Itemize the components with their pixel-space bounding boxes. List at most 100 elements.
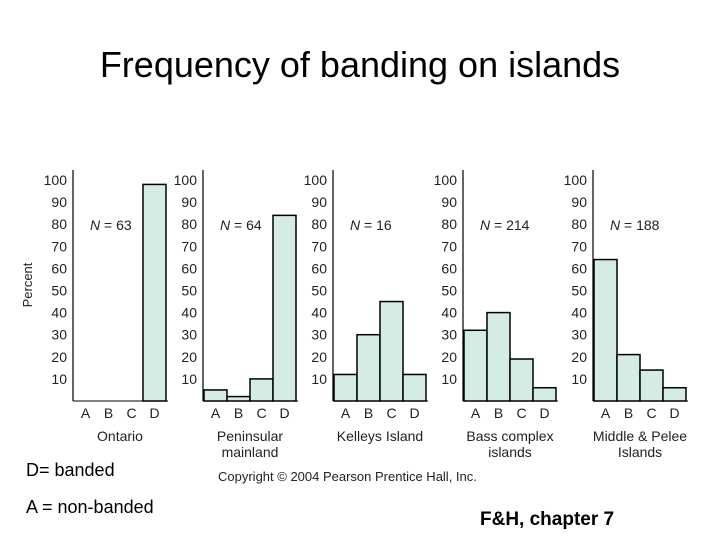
- panel-2-xtick-A: A: [211, 405, 221, 421]
- panel-5-ytick-80: 80: [571, 216, 587, 232]
- panel-4-label-line-2: islands: [488, 444, 532, 460]
- panel-1-ytick-60: 60: [51, 260, 67, 276]
- panel-1-ytick-70: 70: [51, 238, 67, 254]
- panel-1-ytick-100: 100: [44, 172, 68, 188]
- panel-2-ytick-10: 10: [181, 371, 197, 387]
- panel-3-ytick-90: 90: [311, 194, 327, 210]
- panel-4-ytick-70: 70: [441, 238, 457, 254]
- panel-4-ytick-80: 80: [441, 216, 457, 232]
- panel-4-ytick-10: 10: [441, 371, 457, 387]
- panel-2-ytick-60: 60: [181, 260, 197, 276]
- panel-1-ytick-20: 20: [51, 349, 67, 365]
- panel-2-bar-B: [226, 395, 251, 402]
- panel-2-ytick-70: 70: [181, 238, 197, 254]
- panel-3-xtick-C: C: [386, 405, 396, 421]
- panel-2-ytick-40: 40: [181, 305, 197, 321]
- panel-3-xtick-A: A: [341, 405, 351, 421]
- panel-2-label-line-1: Peninsular: [217, 428, 283, 444]
- panel-5-ytick-40: 40: [571, 305, 587, 321]
- panel-5-xtick-A: A: [601, 405, 611, 421]
- panel-4-ytick-90: 90: [441, 194, 457, 210]
- panel-3-ytick-80: 80: [311, 216, 327, 232]
- note-nonbanded: A = non-banded: [26, 497, 154, 517]
- panel-5-bar-C: [639, 369, 664, 402]
- slide-title: Frequency of banding on islands: [99, 44, 621, 85]
- panel-5-bar-B: [616, 353, 641, 402]
- panel-3-bar-D: [402, 373, 427, 402]
- panel-4-xtick-A: A: [471, 405, 481, 421]
- panel-4-n-label: N = 214: [480, 217, 530, 233]
- panel-3-ytick-70: 70: [311, 238, 327, 254]
- panel-4-xtick-C: C: [516, 405, 526, 421]
- panel-2-bar-D: [272, 214, 297, 402]
- panel-4-bar-C: [509, 358, 534, 402]
- panel-4-ytick-50: 50: [441, 283, 457, 299]
- panel-2-label-line-2: mainland: [222, 444, 279, 460]
- panel-2-xtick-D: D: [279, 405, 289, 421]
- panel-2-bar-C: [249, 378, 274, 402]
- panel-5-xtick-B: B: [624, 405, 633, 421]
- panel-1-bar-D: [142, 183, 167, 402]
- panel-3-ytick-50: 50: [311, 283, 327, 299]
- panel-3-ytick-30: 30: [311, 327, 327, 343]
- panel-4-xtick-D: D: [539, 405, 549, 421]
- panel-1-xtick-D: D: [149, 405, 159, 421]
- panel-5-ytick-90: 90: [571, 194, 587, 210]
- panel-5-xtick-D: D: [669, 405, 679, 421]
- panel-1-xtick-B: B: [104, 405, 113, 421]
- panel-1-ytick-30: 30: [51, 327, 67, 343]
- copyright-notice: Copyright © 2004 Pearson Prentice Hall, …: [218, 469, 477, 484]
- panel-3-ytick-20: 20: [311, 349, 327, 365]
- panel-2-ytick-50: 50: [181, 283, 197, 299]
- panel-2-bar-A: [203, 389, 228, 402]
- note-banded: D= banded: [26, 460, 115, 480]
- panel-3-ytick-40: 40: [311, 305, 327, 321]
- panel-3-bar-C: [379, 300, 404, 402]
- panel-4-label-line-1: Bass complex: [466, 428, 553, 444]
- panel-2-ytick-30: 30: [181, 327, 197, 343]
- panel-2-xtick-B: B: [234, 405, 243, 421]
- panel-2-ytick-20: 20: [181, 349, 197, 365]
- panel-4-ytick-100: 100: [434, 172, 458, 188]
- panel-5-xtick-C: C: [646, 405, 656, 421]
- panel-1-ytick-50: 50: [51, 283, 67, 299]
- panel-5-bar-A: [593, 258, 618, 402]
- panel-5-label-line-2: Islands: [618, 444, 662, 460]
- panel-3-n-label: N = 16: [350, 217, 392, 233]
- panel-3-ytick-60: 60: [311, 260, 327, 276]
- panel-4-ytick-40: 40: [441, 305, 457, 321]
- panel-3-bar-A: [333, 373, 358, 402]
- panel-3-bar-B: [356, 333, 381, 402]
- panel-5-ytick-60: 60: [571, 260, 587, 276]
- panel-4-ytick-30: 30: [441, 327, 457, 343]
- panel-4-ytick-20: 20: [441, 349, 457, 365]
- panel-2-ytick-80: 80: [181, 216, 197, 232]
- panel-1-ytick-90: 90: [51, 194, 67, 210]
- panel-5-n-label: N = 188: [610, 217, 660, 233]
- panel-3-xtick-D: D: [409, 405, 419, 421]
- panel-4-bar-B: [486, 311, 511, 402]
- panel-3-ytick-100: 100: [304, 172, 328, 188]
- panel-5-ytick-10: 10: [571, 371, 587, 387]
- panel-3-xtick-B: B: [364, 405, 373, 421]
- panel-4-ytick-60: 60: [441, 260, 457, 276]
- panel-4-bar-D: [532, 386, 557, 402]
- panel-4-xtick-B: B: [494, 405, 503, 421]
- panel-1-xtick-C: C: [126, 405, 136, 421]
- panel-5-ytick-70: 70: [571, 238, 587, 254]
- footer-reference: F&H, chapter 7: [480, 509, 615, 530]
- panel-1-ytick-10: 10: [51, 371, 67, 387]
- panel-1-label-line-1: Ontario: [97, 428, 143, 444]
- panel-2-ytick-100: 100: [174, 172, 198, 188]
- panel-5-bar-D: [662, 386, 687, 402]
- panel-3-ytick-10: 10: [311, 371, 327, 387]
- panel-5-label-line-1: Middle & Pelee: [593, 428, 687, 444]
- panel-2-xtick-C: C: [256, 405, 266, 421]
- panel-2-n-label: N = 64: [220, 217, 262, 233]
- panel-5-ytick-100: 100: [564, 172, 588, 188]
- panel-5-ytick-30: 30: [571, 327, 587, 343]
- panel-1-n-label: N = 63: [90, 217, 132, 233]
- panel-4-bar-A: [463, 329, 488, 402]
- panel-5-ytick-50: 50: [571, 283, 587, 299]
